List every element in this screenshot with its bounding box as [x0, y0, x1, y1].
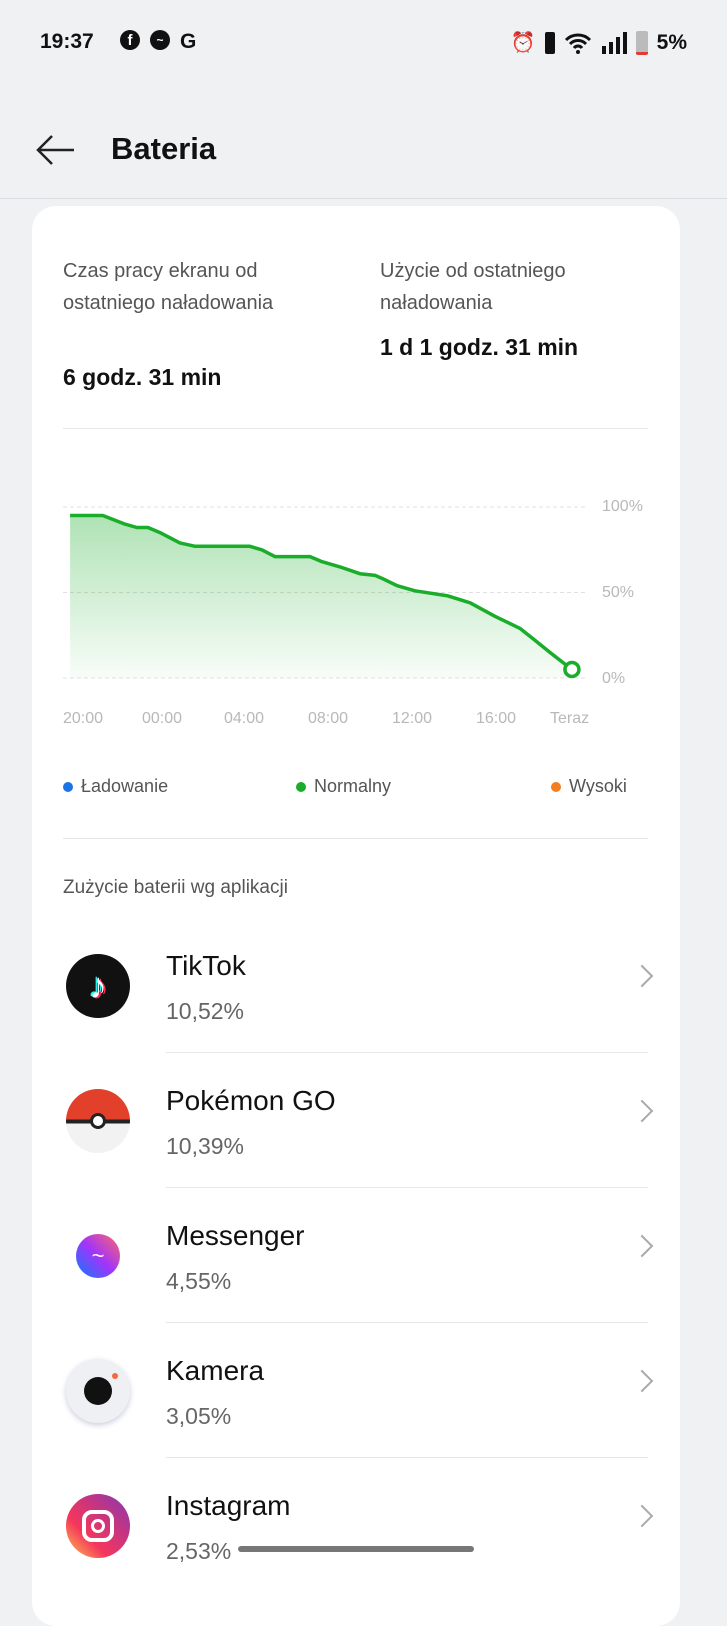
divider [166, 1052, 648, 1053]
y-tick: 50% [602, 584, 635, 601]
app-row-tiktok[interactable]: ♪ TikTok 10,52% [32, 918, 680, 1053]
app-name: Messenger [166, 1220, 305, 1251]
divider [166, 1187, 648, 1188]
current-level-marker [563, 660, 581, 679]
app-name: TikTok [166, 950, 246, 981]
camera-icon [66, 1359, 130, 1423]
app-row-messenger[interactable]: ~ Messenger 4,55% [32, 1188, 680, 1323]
legend-dot [63, 781, 73, 792]
pokemon-go-icon [66, 1089, 130, 1153]
alarm-icon: ⏰ [510, 32, 536, 54]
x-tick: 20:00 [63, 710, 104, 727]
chevron-right-icon [630, 964, 654, 988]
messenger-icon: ~ [150, 30, 170, 50]
battery-line [70, 513, 573, 671]
messenger-icon: ~ [76, 1234, 120, 1278]
page-title: Bateria [111, 131, 217, 166]
usage-value: 1 d 1 godz. 31 min [380, 334, 579, 360]
chevron-right-icon [630, 1369, 654, 1393]
tiktok-icon: ♪ [66, 954, 130, 1018]
divider [63, 838, 648, 839]
app-row-kamera[interactable]: Kamera 3,05% [32, 1323, 680, 1458]
app-name: Instagram [166, 1490, 291, 1521]
battery-percent: 5% [656, 30, 687, 54]
legend-high: Wysoki [551, 776, 627, 797]
chevron-right-icon [630, 1234, 654, 1258]
chevron-right-icon [630, 1504, 654, 1528]
signal-icon [601, 31, 627, 54]
legend-dot [551, 781, 561, 792]
divider [166, 1322, 648, 1323]
chevron-right-icon [630, 1099, 654, 1123]
x-tick: 00:00 [142, 710, 183, 727]
app-name: Kamera [166, 1355, 265, 1386]
header-divider [0, 198, 727, 199]
legend-dot [296, 781, 306, 792]
divider [166, 1457, 648, 1458]
screen-time-value: 6 godz. 31 min [63, 364, 222, 390]
screen-time-label: Czas pracy ekranu od ostatniego naładowa… [63, 260, 274, 314]
x-tick: 04:00 [224, 710, 265, 727]
battery-icon [635, 30, 648, 55]
google-icon: G [180, 30, 197, 53]
battery-level-chart [63, 506, 585, 679]
status-time: 19:37 [40, 30, 94, 53]
x-tick: Teraz [550, 710, 590, 727]
app-usage-percent: 3,05% [166, 1403, 232, 1429]
x-tick: 12:00 [392, 710, 433, 727]
legend-charging: Ładowanie [63, 776, 168, 797]
x-tick: 08:00 [308, 710, 349, 727]
divider [63, 428, 648, 429]
battery-card [32, 206, 680, 1626]
back-arrow-icon[interactable] [34, 133, 78, 167]
facebook-icon: f [120, 30, 140, 50]
vibrate-icon [544, 31, 555, 54]
home-indicator[interactable] [238, 1546, 474, 1552]
battery-area [70, 515, 572, 678]
apps-section-title: Zużycie baterii wg aplikacji [63, 877, 288, 898]
app-usage-percent: 10,39% [166, 1133, 245, 1159]
app-row-pok-mon-go[interactable]: Pokémon GO 10,39% [32, 1053, 680, 1188]
app-row-instagram[interactable]: Instagram 2,53% [32, 1458, 680, 1593]
legend-normal: Normalny [296, 776, 391, 797]
wifi-icon [564, 33, 591, 54]
usage-label: Użycie od ostatniego naładowania [380, 260, 566, 314]
app-usage-percent: 4,55% [166, 1268, 232, 1294]
app-name: Pokémon GO [166, 1085, 336, 1116]
instagram-icon [66, 1494, 130, 1558]
app-usage-percent: 2,53% [166, 1538, 232, 1564]
status-bar: 19:37 f ~ G ⏰ 5% [40, 30, 687, 56]
y-tick: 100% [602, 498, 643, 515]
x-tick: 16:00 [476, 710, 517, 727]
app-usage-percent: 10,52% [166, 998, 245, 1024]
y-tick: 0% [602, 670, 626, 687]
